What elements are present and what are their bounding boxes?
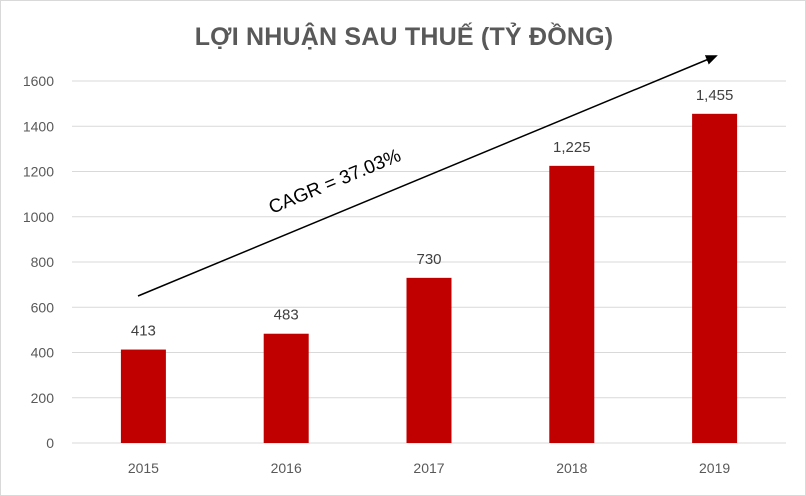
y-tick-label: 1000 [23, 209, 54, 225]
y-tick-label: 200 [31, 390, 55, 406]
y-tick-label: 1600 [23, 73, 54, 89]
data-label: 730 [416, 251, 441, 268]
y-tick-label: 800 [31, 254, 55, 270]
cagr-annotation: CAGR = 37.03% [266, 145, 404, 218]
data-label: 483 [274, 307, 299, 324]
x-tick-label: 2017 [413, 460, 444, 476]
bar-2018 [549, 165, 595, 443]
y-tick-label: 400 [31, 345, 55, 361]
trend-arrow [137, 55, 718, 297]
data-label: 1,455 [696, 87, 734, 104]
y-tick-label: 0 [46, 435, 54, 451]
bar-2019 [692, 113, 738, 444]
x-tick-label: 2019 [699, 460, 730, 476]
chart-title: LỢI NHUẬN SAU THUẾ (TỶ ĐỒNG) [194, 23, 614, 51]
x-tick-label: 2018 [556, 460, 587, 476]
y-tick-label: 600 [31, 299, 55, 315]
bar-2017 [406, 277, 452, 443]
bar-2016 [263, 333, 309, 443]
data-label: 1,225 [553, 139, 591, 156]
y-tick-label: 1400 [23, 118, 54, 134]
bar-2015 [120, 349, 166, 443]
data-label: 413 [131, 323, 156, 340]
x-tick-label: 2016 [271, 460, 302, 476]
x-tick-label: 2015 [128, 460, 159, 476]
y-tick-label: 1200 [23, 164, 54, 180]
